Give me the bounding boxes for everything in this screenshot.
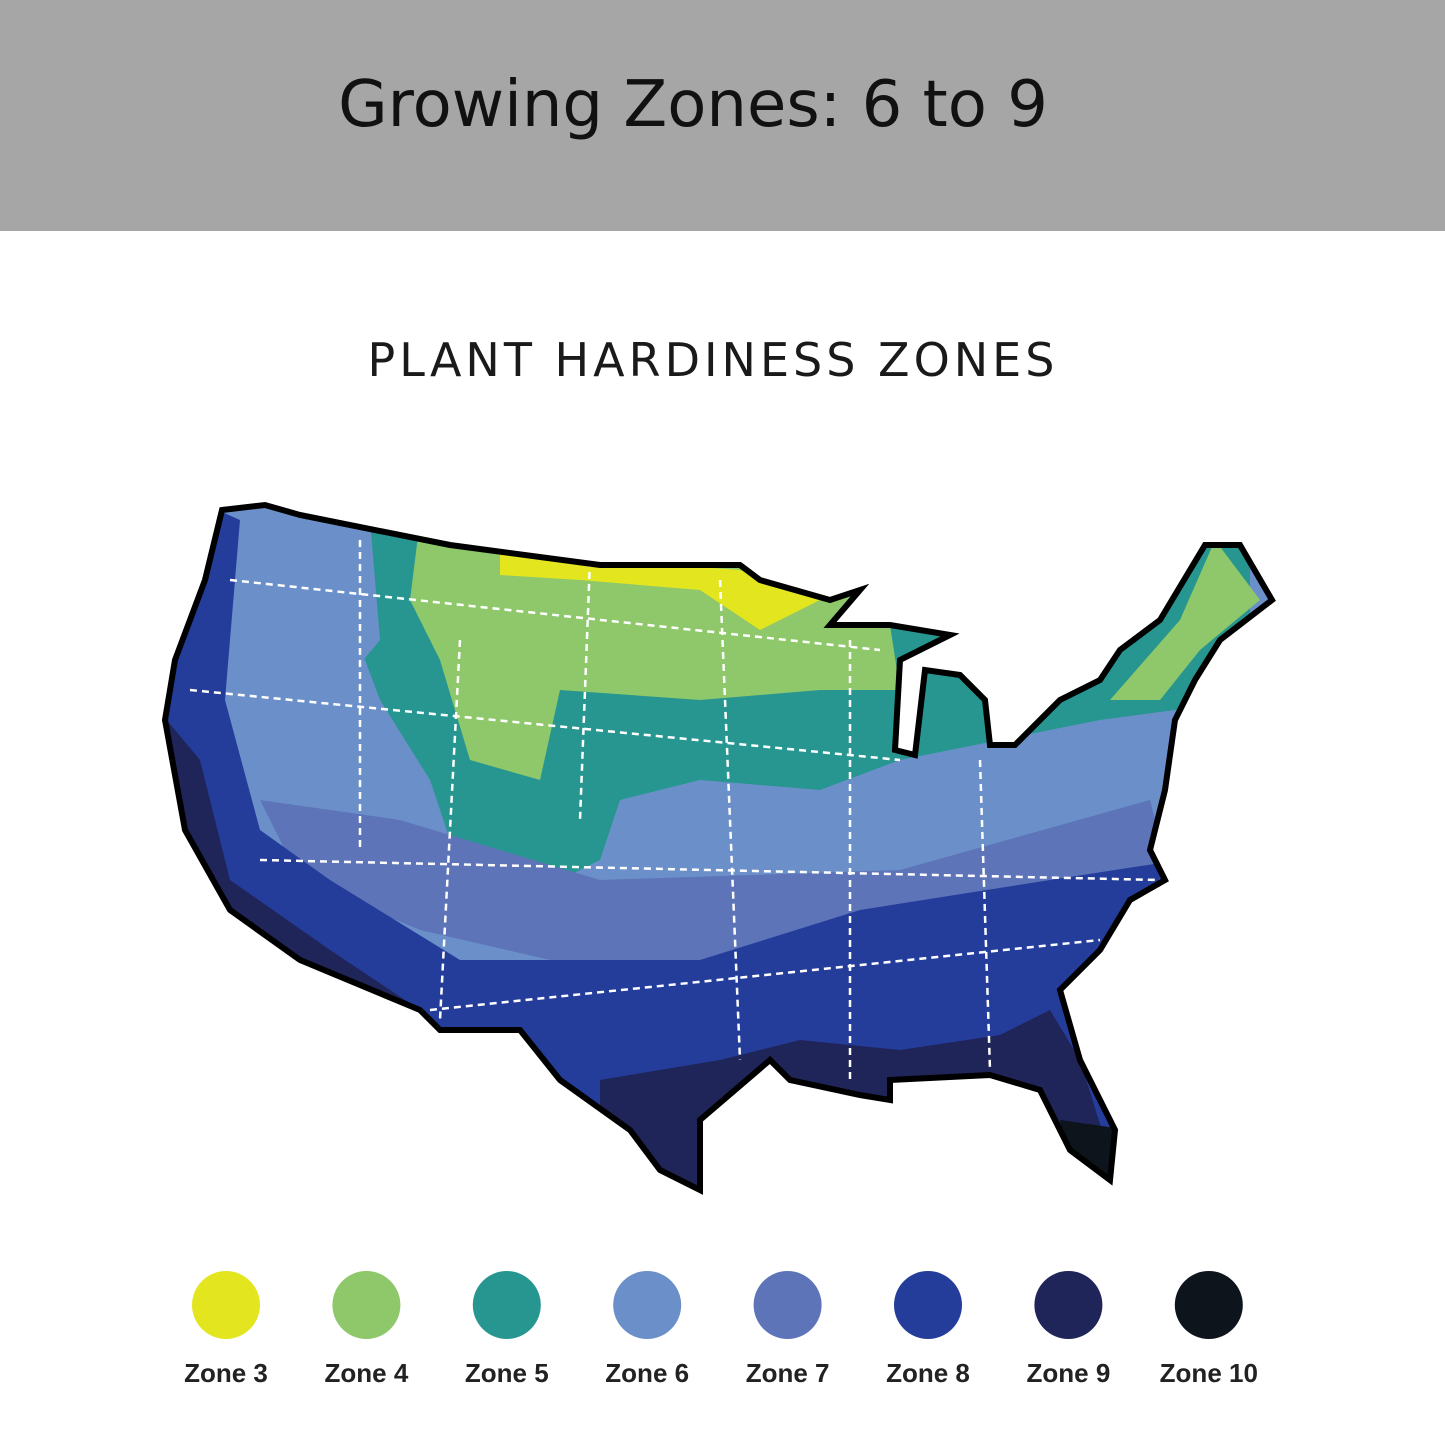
legend-label: Zone 10	[1160, 1358, 1258, 1388]
legend-label: Zone 4	[325, 1358, 409, 1388]
zone-region	[1060, 1120, 1130, 1190]
state-border	[189, 688, 901, 762]
zone-region	[230, 520, 380, 800]
header-bar	[0, 0, 1445, 231]
legend-swatch	[472, 1271, 541, 1339]
header-title: Growing Zones: 6 to 9	[338, 68, 1048, 142]
legend-swatch	[332, 1271, 401, 1339]
zone-region	[1110, 540, 1260, 700]
state-border	[578, 559, 592, 821]
legend-label: Zone 8	[886, 1358, 970, 1388]
state-border	[429, 938, 1101, 1012]
legend-label: Zone 7	[746, 1358, 830, 1388]
state-border	[978, 759, 992, 1071]
state-border	[438, 639, 462, 1021]
legend-label: Zone 9	[1027, 1358, 1111, 1388]
legend-swatch	[1034, 1271, 1103, 1339]
legend-swatch	[192, 1271, 260, 1339]
legend: Zone 3 Zone 4 Zone 5 Zone 6 Zone 7 Zone 8 Zone…	[184, 1271, 1258, 1388]
state-border	[259, 858, 1161, 882]
legend-label: Zone 6	[605, 1358, 689, 1388]
state-border	[718, 579, 742, 1061]
legend-swatch	[1174, 1271, 1243, 1339]
map-title: PLANT HARDINESS ZONES	[368, 333, 1059, 387]
legend-label: Zone 5	[465, 1358, 549, 1388]
state-border	[229, 578, 881, 652]
legend-swatch	[753, 1271, 822, 1339]
legend-swatch	[894, 1271, 962, 1339]
legend-swatch	[613, 1271, 682, 1339]
legend-label: Zone 3	[184, 1358, 268, 1388]
map-zones	[165, 505, 1272, 1190]
zone-region	[260, 800, 1170, 960]
